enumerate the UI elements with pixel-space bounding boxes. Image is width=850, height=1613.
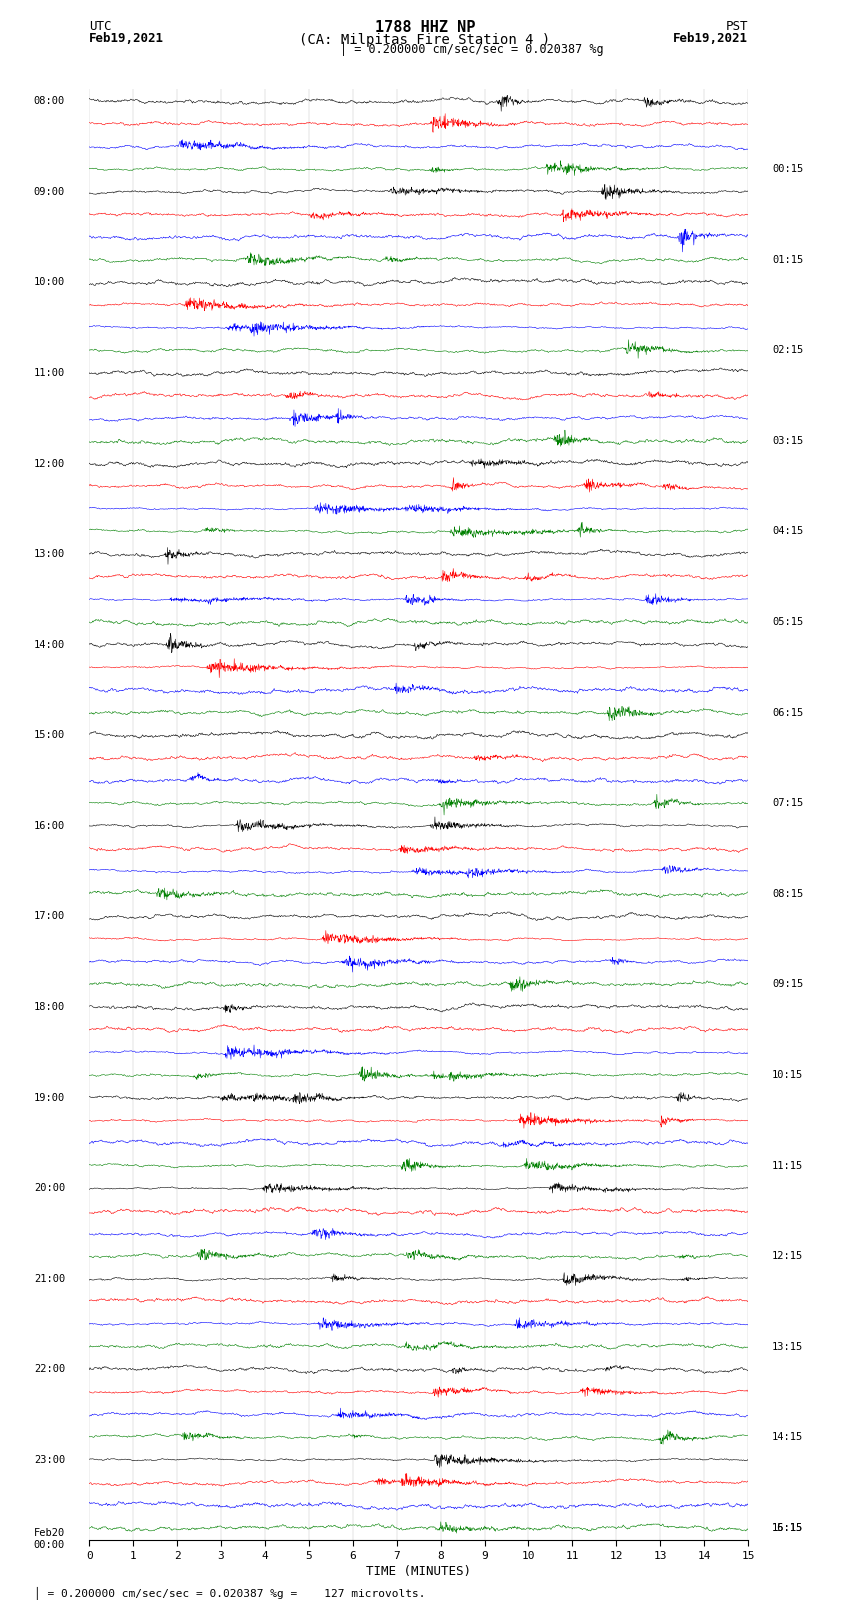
Text: 15:15: 15:15 (772, 1523, 803, 1532)
Text: 16:15: 16:15 (772, 1523, 803, 1532)
Text: 17:00: 17:00 (34, 911, 65, 921)
Text: Feb19,2021: Feb19,2021 (89, 32, 164, 45)
Text: 13:15: 13:15 (772, 1342, 803, 1352)
Text: 07:15: 07:15 (772, 798, 803, 808)
Text: 19:00: 19:00 (34, 1092, 65, 1103)
Text: 11:00: 11:00 (34, 368, 65, 377)
Text: 15:00: 15:00 (34, 731, 65, 740)
Text: (CA: Milpitas Fire Station 4 ): (CA: Milpitas Fire Station 4 ) (299, 32, 551, 47)
Text: │ = 0.200000 cm/sec/sec = 0.020387 %g: │ = 0.200000 cm/sec/sec = 0.020387 %g (340, 42, 604, 56)
Text: 09:15: 09:15 (772, 979, 803, 989)
Text: 12:15: 12:15 (772, 1252, 803, 1261)
Text: 18:00: 18:00 (34, 1002, 65, 1011)
Text: 14:00: 14:00 (34, 640, 65, 650)
Text: 01:15: 01:15 (772, 255, 803, 265)
Text: 11:15: 11:15 (772, 1161, 803, 1171)
Text: 08:15: 08:15 (772, 889, 803, 898)
Text: 20:00: 20:00 (34, 1184, 65, 1194)
Text: UTC: UTC (89, 19, 111, 32)
X-axis label: TIME (MINUTES): TIME (MINUTES) (366, 1565, 471, 1578)
Text: 1788 HHZ NP: 1788 HHZ NP (375, 19, 475, 35)
Text: 08:00: 08:00 (34, 97, 65, 106)
Text: 13:00: 13:00 (34, 548, 65, 560)
Text: 04:15: 04:15 (772, 526, 803, 537)
Text: 22:00: 22:00 (34, 1365, 65, 1374)
Text: 21:00: 21:00 (34, 1274, 65, 1284)
Text: 23:00: 23:00 (34, 1455, 65, 1465)
Text: PST: PST (726, 19, 748, 32)
Text: 05:15: 05:15 (772, 618, 803, 627)
Text: │ = 0.200000 cm/sec/sec = 0.020387 %g =    127 microvolts.: │ = 0.200000 cm/sec/sec = 0.020387 %g = … (34, 1587, 426, 1600)
Text: 12:00: 12:00 (34, 458, 65, 468)
Text: Feb19,2021: Feb19,2021 (673, 32, 748, 45)
Text: 03:15: 03:15 (772, 436, 803, 445)
Text: 16:00: 16:00 (34, 821, 65, 831)
Text: Feb20
00:00: Feb20 00:00 (34, 1529, 65, 1550)
Text: 10:15: 10:15 (772, 1069, 803, 1081)
Text: 10:00: 10:00 (34, 277, 65, 287)
Text: 09:00: 09:00 (34, 187, 65, 197)
Text: 00:15: 00:15 (772, 165, 803, 174)
Text: 02:15: 02:15 (772, 345, 803, 355)
Text: 06:15: 06:15 (772, 708, 803, 718)
Text: 14:15: 14:15 (772, 1432, 803, 1442)
